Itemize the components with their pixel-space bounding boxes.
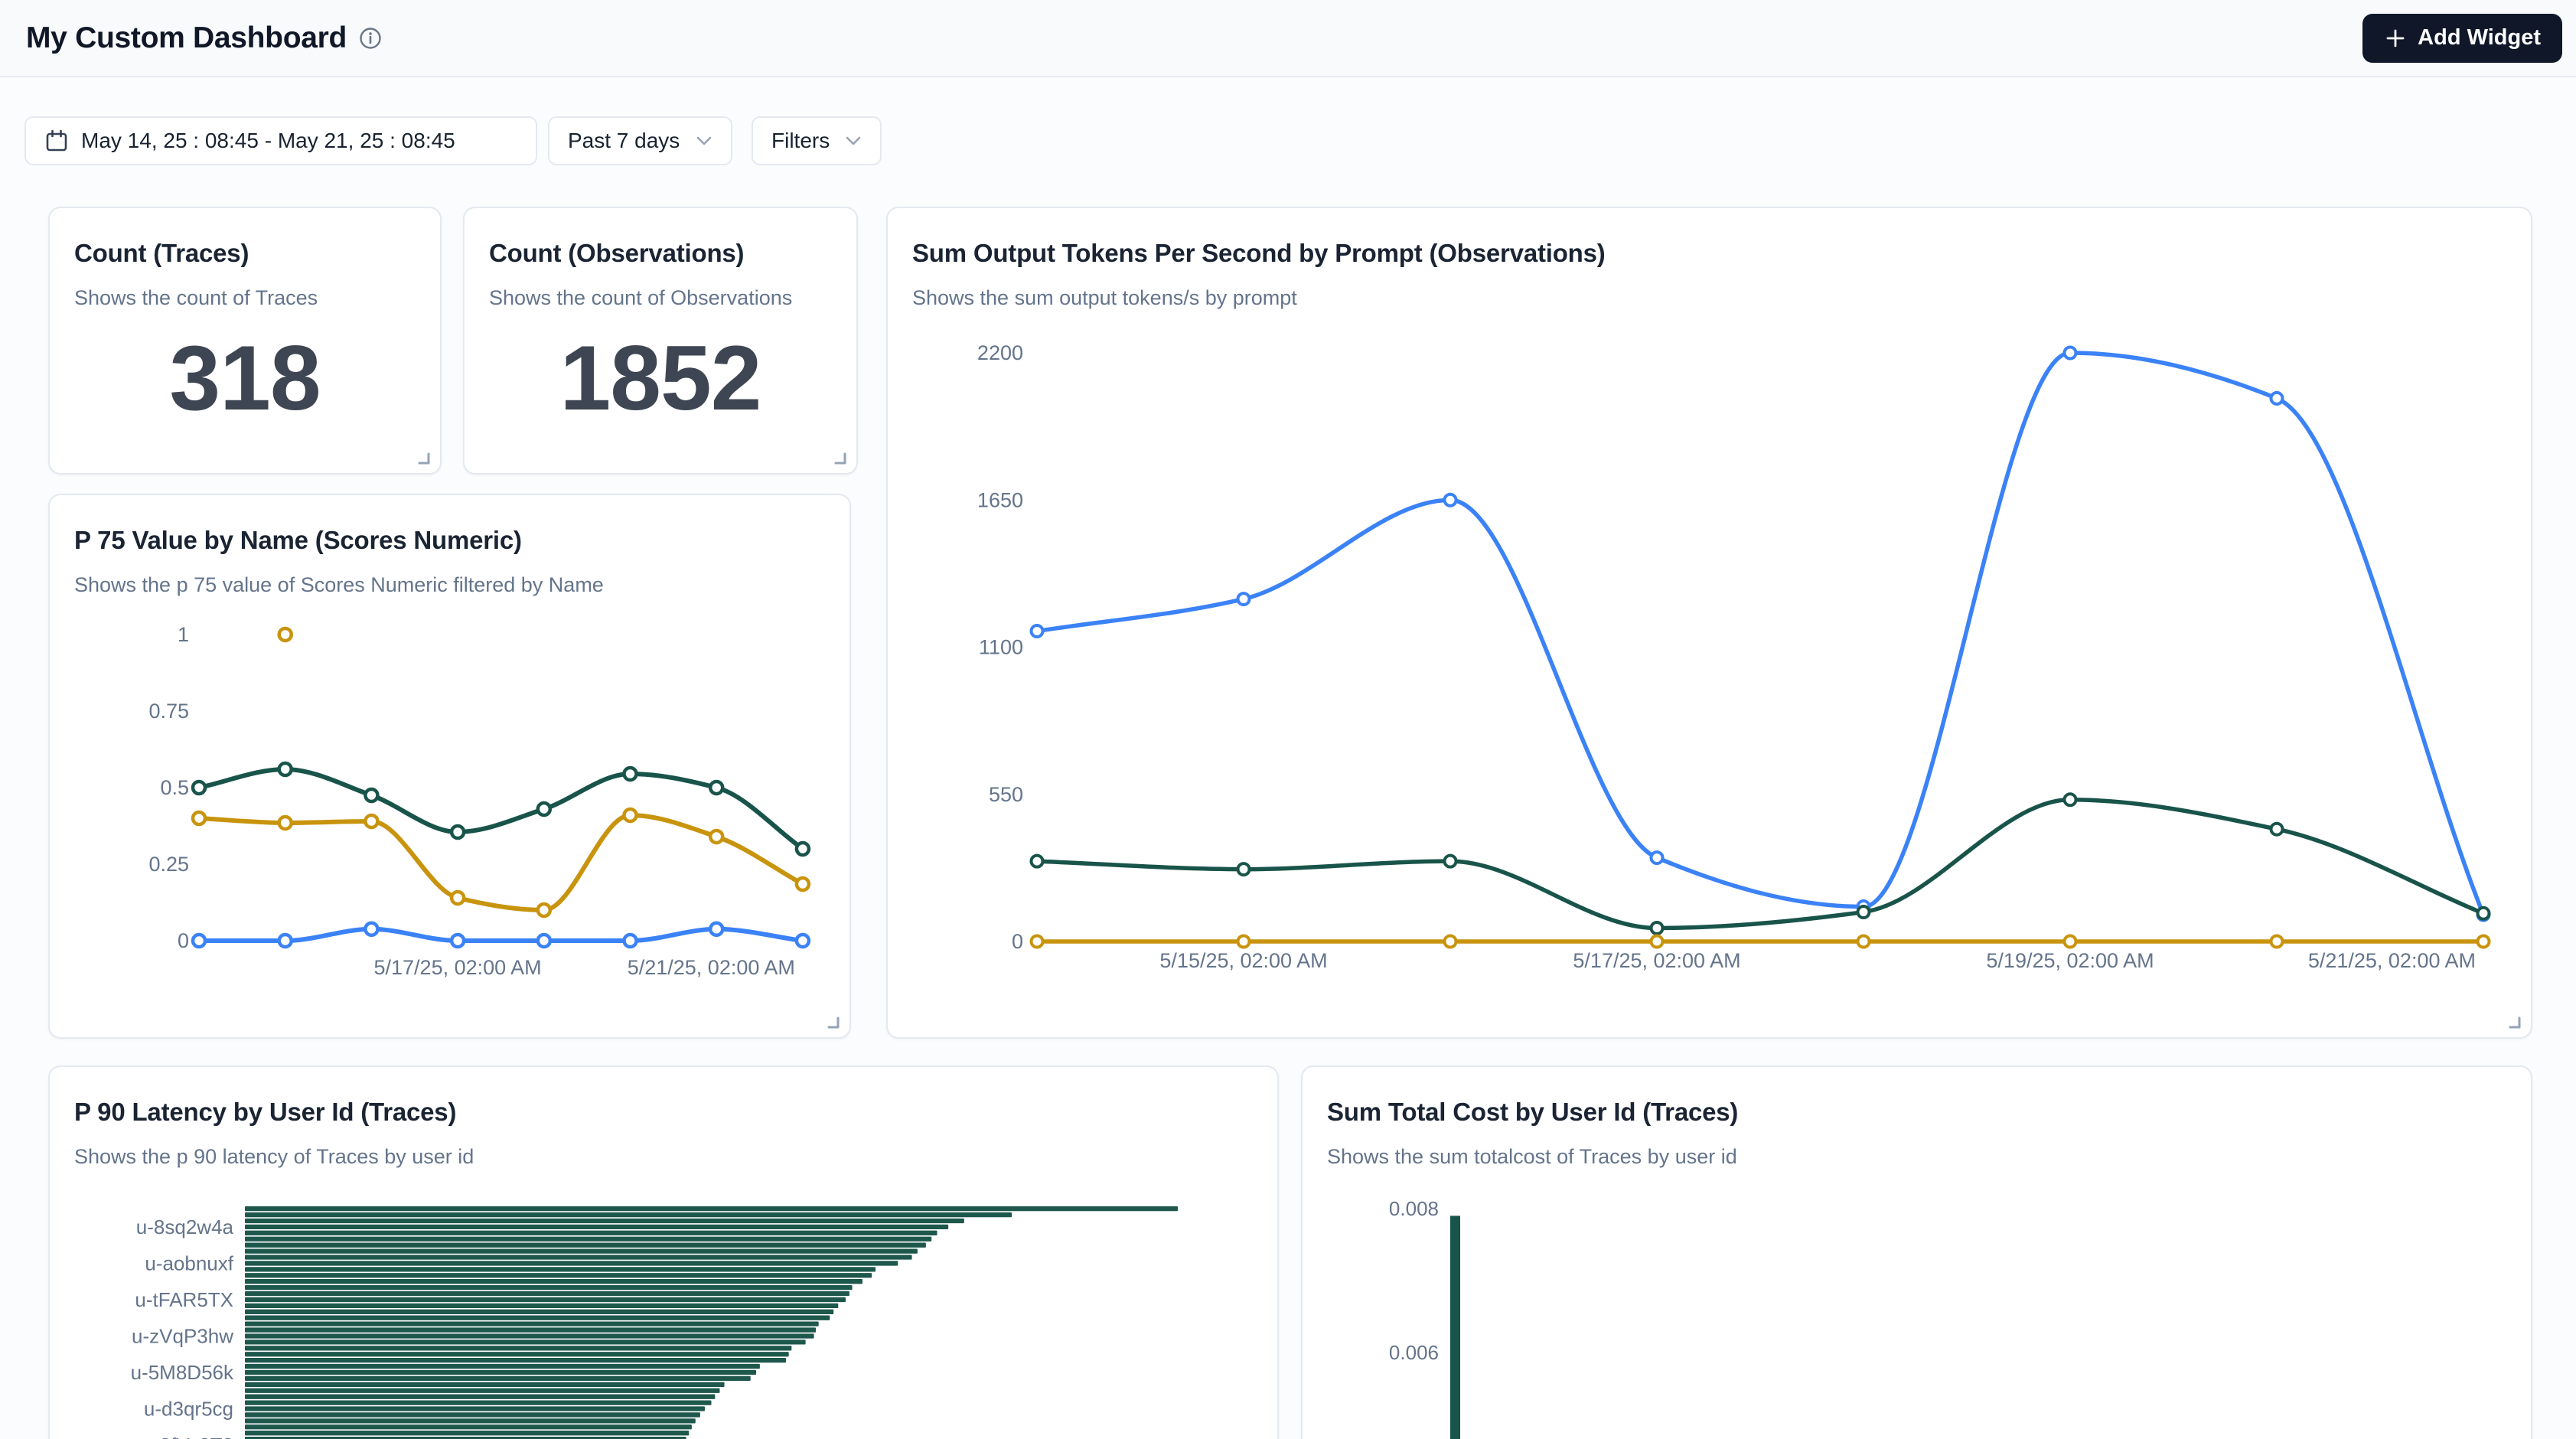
p75-line-chart[interactable]: 1 0.75 0.5 0.25 0 5/17/25, 02:00 AM 5/21/25, 0… (50, 495, 851, 1039)
resize-handle-icon[interactable] (2505, 1013, 2523, 1031)
widget-subtitle: Shows the sum totalcost of Traces by use… (1327, 1145, 1737, 1168)
svg-text:u-tFAR5TX: u-tFAR5TX (135, 1288, 233, 1311)
widget-count-traces: Count (Traces) Shows the count of Traces… (48, 207, 442, 475)
cost-bar-chart[interactable]: 0.008 0.006 (1303, 1067, 2532, 1439)
svg-text:0.008: 0.008 (1389, 1197, 1439, 1220)
svg-text:5/21/25, 02:00 AM: 5/21/25, 02:00 AM (628, 956, 795, 979)
widget-title: P 75 Value by Name (Scores Numeric) (74, 526, 522, 554)
widget-subtitle: Shows the p 75 value of Scores Numeric f… (74, 573, 604, 596)
svg-text:5/21/25, 02:00 AM: 5/21/25, 02:00 AM (2308, 949, 2476, 972)
svg-text:5/19/25, 02:00 AM: 5/19/25, 02:00 AM (1986, 949, 2154, 972)
svg-text:0.5: 0.5 (160, 776, 189, 799)
tokens-line-chart[interactable]: 2200 1650 1100 550 0 5/15/25, 02:00 AM 5/17/25… (888, 208, 2532, 1039)
svg-text:1: 1 (178, 623, 189, 646)
svg-text:u-5M8D56k: u-5M8D56k (131, 1361, 234, 1384)
filters-dropdown[interactable]: Filters (752, 116, 882, 165)
svg-text:550: 550 (989, 783, 1023, 806)
page-header: My Custom Dashboard Add Widget (0, 0, 2576, 77)
widget-title: Count (Traces) (74, 239, 249, 267)
widget-subtitle: Shows the p 90 latency of Traces by user… (74, 1145, 474, 1168)
page-title: My Custom Dashboard (26, 21, 347, 54)
add-widget-button[interactable]: Add Widget (2362, 13, 2562, 63)
date-range-picker[interactable]: May 14, 25 : 08:45 - May 21, 25 : 08:45 (24, 116, 537, 165)
metric-value: 318 (169, 327, 321, 429)
svg-text:1100: 1100 (979, 636, 1023, 659)
date-range-value: May 14, 25 : 08:45 - May 21, 25 : 08:45 (81, 129, 455, 152)
svg-text:0: 0 (1012, 930, 1023, 953)
p90-bar-chart[interactable]: u-8sq2w4a u-aobnuxf u-tFAR5TX u-zVqP3hw u-5M… (50, 1067, 1279, 1439)
svg-text:0.75: 0.75 (148, 700, 189, 723)
resize-handle-icon[interactable] (830, 449, 849, 467)
widget-p75-value: P 75 Value by Name (Scores Numeric) Show… (48, 494, 851, 1039)
widget-subtitle: Shows the sum output tokens/s by prompt (912, 286, 1297, 309)
svg-text:0.25: 0.25 (148, 853, 189, 876)
widget-title: Sum Total Cost by User Id (Traces) (1327, 1098, 1739, 1126)
time-preset-dropdown[interactable]: Past 7 days (548, 116, 732, 165)
widget-count-observations: Count (Observations) Shows the count of … (463, 207, 858, 475)
chevron-down-icon (845, 135, 862, 146)
svg-text:5/17/25, 02:00 AM: 5/17/25, 02:00 AM (1573, 949, 1740, 972)
resize-handle-icon[interactable] (823, 1013, 842, 1031)
svg-text:1650: 1650 (977, 488, 1023, 511)
chevron-down-icon (696, 135, 712, 146)
svg-text:2200: 2200 (977, 341, 1023, 364)
widget-p90-latency: P 90 Latency by User Id (Traces) Shows t… (48, 1065, 1279, 1439)
resize-handle-icon[interactable] (414, 449, 432, 467)
widget-title: Count (Observations) (489, 239, 745, 267)
widget-subtitle: Shows the count of Observations (489, 286, 793, 309)
svg-text:u-zVqP3hw: u-zVqP3hw (132, 1324, 233, 1347)
svg-text:u-aobnuxf: u-aobnuxf (145, 1251, 233, 1274)
add-widget-label: Add Widget (2418, 25, 2541, 50)
svg-text:0.006: 0.006 (1389, 1341, 1439, 1364)
calendar-icon (44, 129, 69, 153)
svg-text:5/17/25, 02:00 AM: 5/17/25, 02:00 AM (374, 956, 542, 979)
widget-title: P 90 Latency by User Id (Traces) (74, 1098, 457, 1126)
svg-text:u-8fVa9T3: u-8fVa9T3 (142, 1434, 233, 1439)
widget-sum-total-cost: Sum Total Cost by User Id (Traces) Shows… (1301, 1065, 2532, 1439)
info-icon[interactable] (359, 27, 382, 50)
svg-text:5/15/25, 02:00 AM: 5/15/25, 02:00 AM (1159, 949, 1327, 972)
metric-value: 1852 (559, 327, 762, 429)
svg-text:u-8sq2w4a: u-8sq2w4a (136, 1215, 234, 1238)
svg-text:u-d3qr5cg: u-d3qr5cg (144, 1398, 233, 1421)
widget-subtitle: Shows the count of Traces (74, 286, 318, 309)
widget-title: Sum Output Tokens Per Second by Prompt (… (912, 239, 1606, 267)
widget-sum-output-tokens: Sum Output Tokens Per Second by Prompt (… (886, 207, 2532, 1039)
plus-icon (2384, 27, 2407, 50)
time-preset-value: Past 7 days (568, 129, 680, 152)
filters-label: Filters (771, 129, 830, 152)
svg-text:0: 0 (178, 929, 189, 952)
